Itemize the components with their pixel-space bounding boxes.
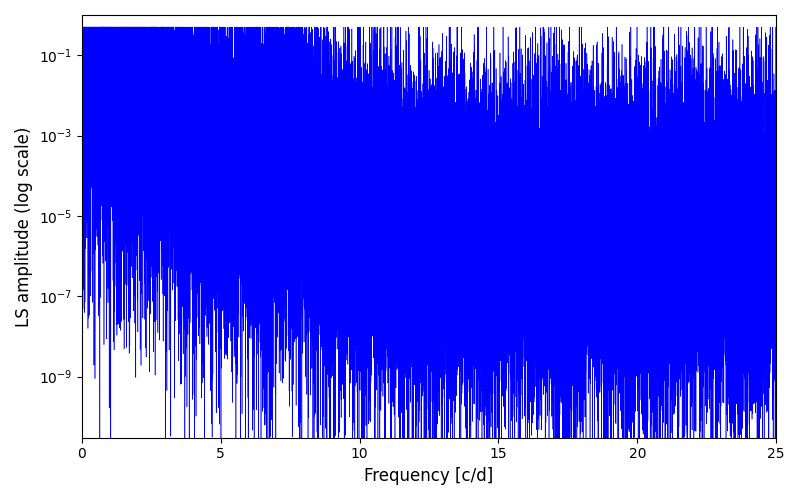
- X-axis label: Frequency [c/d]: Frequency [c/d]: [364, 467, 494, 485]
- Y-axis label: LS amplitude (log scale): LS amplitude (log scale): [15, 126, 33, 326]
